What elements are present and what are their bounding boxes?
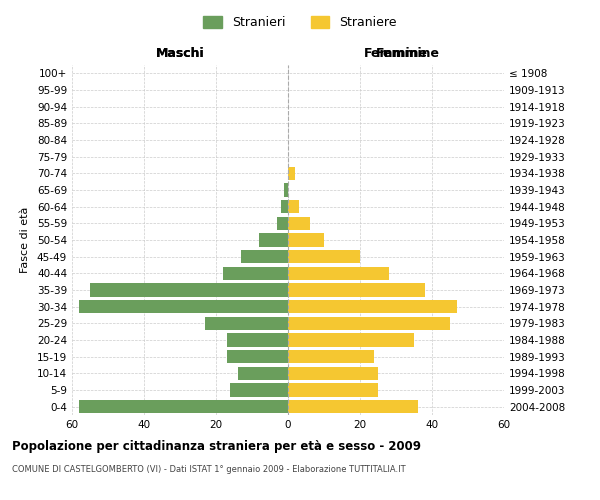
Bar: [277, 216, 288, 230]
Bar: [288, 200, 299, 213]
Y-axis label: Fasce di età: Fasce di età: [20, 207, 30, 273]
Bar: [288, 266, 389, 280]
Bar: [288, 400, 418, 413]
Bar: [288, 316, 450, 330]
Bar: [288, 384, 378, 396]
Text: Femmine: Femmine: [364, 47, 428, 60]
Legend: Stranieri, Straniere: Stranieri, Straniere: [198, 11, 402, 34]
Bar: [223, 266, 288, 280]
Bar: [288, 166, 295, 180]
Bar: [227, 334, 288, 346]
Bar: [241, 250, 288, 264]
Text: Popolazione per cittadinanza straniera per età e sesso - 2009: Popolazione per cittadinanza straniera p…: [12, 440, 421, 453]
Bar: [205, 316, 288, 330]
Bar: [281, 200, 288, 213]
Bar: [288, 366, 378, 380]
Bar: [288, 216, 310, 230]
Text: Maschi: Maschi: [155, 47, 205, 60]
Bar: [288, 250, 360, 264]
Bar: [288, 284, 425, 296]
Bar: [230, 384, 288, 396]
Bar: [288, 234, 324, 246]
Text: COMUNE DI CASTELGOMBERTO (VI) - Dati ISTAT 1° gennaio 2009 - Elaborazione TUTTIT: COMUNE DI CASTELGOMBERTO (VI) - Dati IST…: [12, 465, 406, 474]
Bar: [288, 350, 374, 364]
Text: Maschi: Maschi: [155, 47, 205, 60]
Bar: [288, 300, 457, 314]
Bar: [79, 400, 288, 413]
Text: Femmine: Femmine: [376, 47, 440, 60]
Bar: [238, 366, 288, 380]
Bar: [227, 350, 288, 364]
Bar: [259, 234, 288, 246]
Bar: [284, 184, 288, 196]
Bar: [90, 284, 288, 296]
Bar: [79, 300, 288, 314]
Bar: [288, 334, 414, 346]
